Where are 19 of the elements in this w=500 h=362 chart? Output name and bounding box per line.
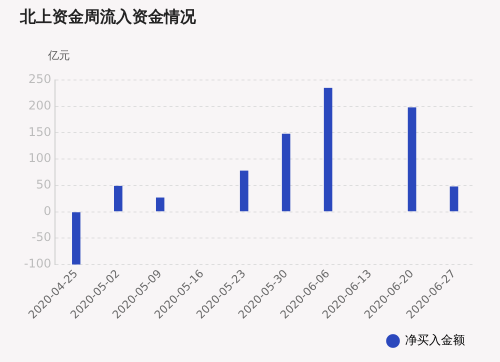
y-tick-label: 200 [28,98,52,112]
bar [324,88,332,212]
y-tick-label: 150 [28,124,52,139]
legend-label: 净买入金额 [405,333,465,348]
y-tick-label: 250 [28,72,52,86]
bar [240,170,248,212]
bar [114,186,122,212]
bar [282,134,290,212]
bar [72,212,80,264]
y-tick-label: 50 [36,178,52,192]
y-axis-title: 亿元 [48,48,70,63]
y-tick-label: -100 [24,256,52,271]
y-tick-label: -50 [32,230,52,244]
bar [450,186,458,212]
y-tick-label: 0 [44,204,52,218]
y-tick-label: 100 [28,151,52,166]
bar [156,198,164,212]
chart-title: 北上资金周流入资金情况 [20,7,196,28]
bar [408,107,416,212]
